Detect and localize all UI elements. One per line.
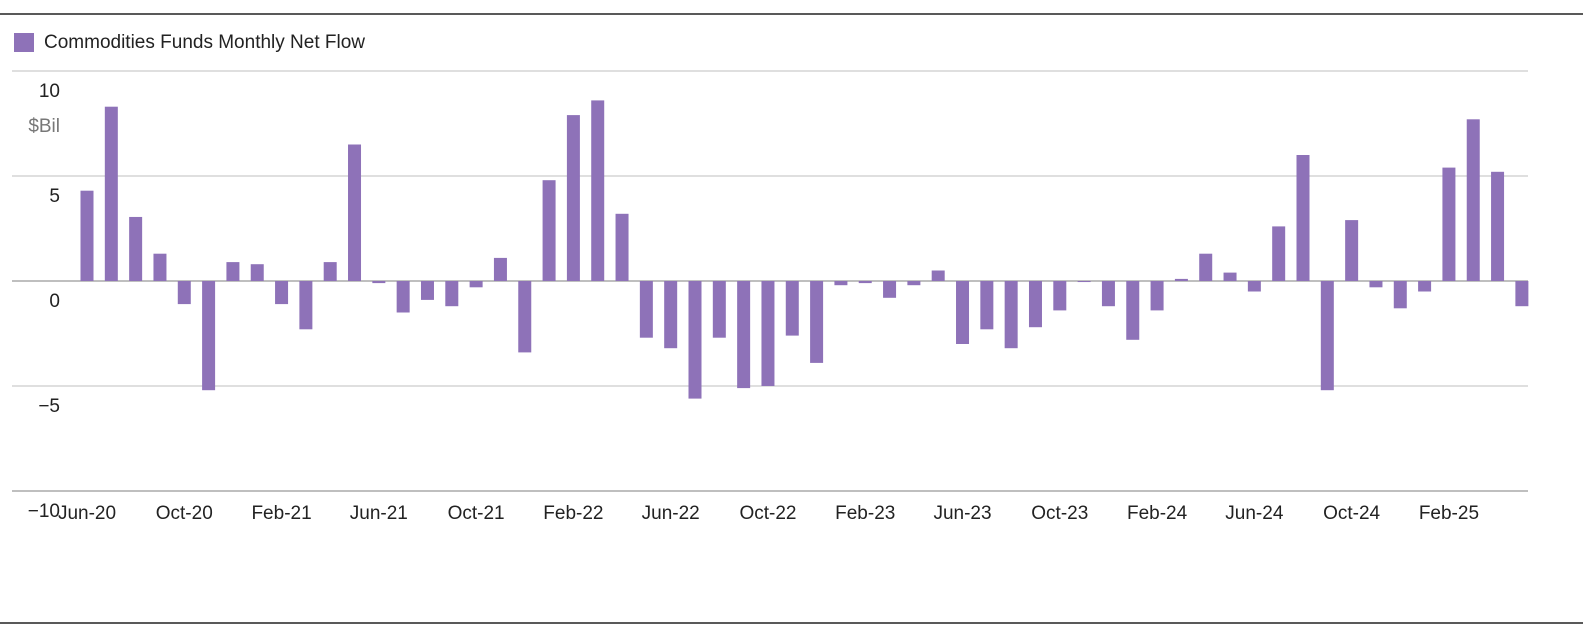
bar xyxy=(639,281,653,338)
bar xyxy=(761,281,775,386)
x-tick-label: Feb-24 xyxy=(1127,503,1188,524)
bar xyxy=(1174,278,1188,281)
bar xyxy=(1126,281,1140,340)
bar xyxy=(956,281,970,344)
x-tick-label: Feb-25 xyxy=(1419,503,1479,524)
bar xyxy=(1150,281,1164,311)
legend-swatch xyxy=(14,33,34,52)
x-tick-label: Jun-22 xyxy=(642,503,700,524)
bar xyxy=(566,115,580,281)
x-tick-label: Jun-24 xyxy=(1225,503,1284,524)
bar xyxy=(80,190,94,281)
bar xyxy=(688,281,702,399)
x-tick-label: Feb-22 xyxy=(543,503,603,524)
bar xyxy=(104,106,118,281)
x-tick-label: Oct-20 xyxy=(156,503,213,524)
y-axis-label: $Bil xyxy=(28,116,60,137)
bar xyxy=(931,270,945,281)
bar xyxy=(1418,281,1432,292)
bar xyxy=(834,281,848,286)
bar xyxy=(1393,281,1407,309)
bar xyxy=(1320,281,1334,391)
bar xyxy=(980,281,994,330)
bar xyxy=(712,281,726,338)
bar xyxy=(1442,167,1456,281)
x-tick-label: Jun-20 xyxy=(58,503,116,524)
bar xyxy=(493,257,507,281)
bar xyxy=(785,281,799,336)
bar xyxy=(250,264,264,281)
bar xyxy=(1223,272,1237,281)
bar xyxy=(1515,281,1529,307)
bar xyxy=(275,281,289,305)
bar xyxy=(810,281,824,363)
x-tick-label: Feb-23 xyxy=(835,503,895,524)
bar xyxy=(129,216,143,281)
bar xyxy=(1101,281,1115,307)
bar xyxy=(591,100,605,282)
x-tick-label: Jun-21 xyxy=(350,503,408,524)
y-tick-label: −5 xyxy=(38,396,60,417)
bar xyxy=(1466,119,1480,281)
x-tick-label: Jun-23 xyxy=(933,503,991,524)
bar xyxy=(177,281,191,305)
y-tick-label: 0 xyxy=(49,291,60,312)
bar xyxy=(1077,281,1091,283)
y-tick-label: 10 xyxy=(39,81,60,102)
bar xyxy=(299,281,313,330)
bar xyxy=(518,281,532,353)
bar xyxy=(445,281,459,307)
bar xyxy=(1199,253,1213,281)
bar xyxy=(1004,281,1018,349)
legend-label: Commodities Funds Monthly Net Flow xyxy=(44,32,365,53)
bar xyxy=(1491,171,1505,281)
bar xyxy=(858,281,872,284)
x-tick-label: Feb-21 xyxy=(251,503,311,524)
bar xyxy=(883,281,897,298)
bar xyxy=(396,281,410,313)
x-tick-label: Oct-23 xyxy=(1031,503,1088,524)
bar xyxy=(226,262,240,281)
bar xyxy=(1272,226,1286,281)
y-tick-label: −10 xyxy=(28,501,60,522)
bar xyxy=(1028,281,1042,328)
bar xyxy=(664,281,678,349)
x-tick-label: Oct-24 xyxy=(1323,503,1380,524)
y-tick-label: 5 xyxy=(49,186,60,207)
bar xyxy=(372,281,386,284)
bar xyxy=(323,262,337,281)
bar xyxy=(469,281,483,288)
bar xyxy=(615,213,629,281)
bar xyxy=(1345,220,1359,281)
bar xyxy=(202,281,216,391)
bar xyxy=(1296,155,1310,281)
bar xyxy=(1053,281,1067,311)
bar xyxy=(542,180,556,281)
bar xyxy=(348,144,362,281)
bar xyxy=(420,281,434,300)
bar xyxy=(1247,281,1261,292)
bar xyxy=(1369,281,1383,288)
x-tick-label: Oct-21 xyxy=(448,503,505,524)
x-tick-label: Oct-22 xyxy=(739,503,796,524)
bar xyxy=(907,281,921,286)
bar xyxy=(153,253,167,281)
bar xyxy=(737,281,751,389)
